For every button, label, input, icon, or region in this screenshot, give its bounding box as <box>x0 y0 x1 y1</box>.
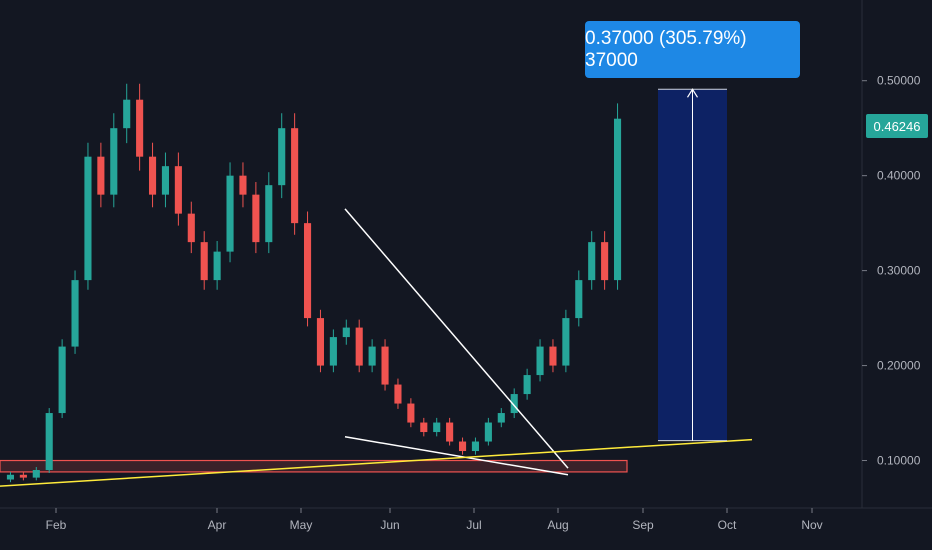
candle-body <box>71 280 79 347</box>
candle-body <box>6 474 15 480</box>
price-axis[interactable]: 0.50000 0.40000 0.30000 0.20000 0.10000 <box>862 74 921 468</box>
x-tick-label: Aug <box>547 518 568 532</box>
candle-body <box>110 128 118 195</box>
candle-body <box>291 128 299 224</box>
candle-body <box>136 99 144 157</box>
candles-layer <box>6 83 622 483</box>
candle-body <box>174 166 182 214</box>
y-tick-label: 0.20000 <box>877 359 921 373</box>
last-price-label: 0.46246 <box>873 118 921 134</box>
y-tick-label: 0.40000 <box>877 169 921 183</box>
candle-body <box>497 413 505 423</box>
time-axis[interactable]: Feb Apr May Jun Jul Aug Sep Oct Nov <box>46 508 823 532</box>
candle-body <box>32 470 40 478</box>
candle-body <box>278 128 286 186</box>
candle-body <box>226 175 234 252</box>
x-tick-label: Oct <box>718 518 737 532</box>
last-price-tag: 0.46246 <box>866 114 928 138</box>
candle-body <box>58 346 66 414</box>
y-tick-label: 0.50000 <box>877 74 921 88</box>
y-tick-label: 0.10000 <box>877 454 921 468</box>
candle-body <box>200 242 208 281</box>
measure-label-box: 0.37000 (305.79%) 37000 <box>585 21 800 78</box>
candle-body <box>433 422 441 433</box>
candle-body <box>381 346 389 385</box>
candle-body <box>342 327 350 338</box>
x-tick-label: Apr <box>208 518 227 532</box>
candle-body <box>316 318 325 366</box>
candle-body <box>536 346 544 376</box>
candle-body <box>368 346 376 366</box>
x-tick-label: May <box>290 518 313 532</box>
candle-body <box>329 337 337 366</box>
candle-body <box>407 403 415 423</box>
candle-body <box>123 99 131 129</box>
candle-body <box>601 242 609 281</box>
candle-body <box>187 213 195 243</box>
measure-label: 0.37000 (305.79%) 37000 <box>585 27 747 71</box>
candle-body <box>97 156 105 195</box>
candle-body <box>355 327 363 366</box>
candle-body <box>213 251 221 281</box>
measure-arrow-head <box>686 88 699 98</box>
trendline-ascending-support <box>0 438 753 487</box>
candle-body <box>575 280 583 319</box>
x-tick-label: Sep <box>632 518 654 532</box>
candle-body <box>252 194 260 243</box>
x-tick-label: Feb <box>46 518 67 532</box>
candle-body <box>458 441 467 452</box>
candle-body <box>420 422 428 433</box>
measure-tool-layer <box>658 88 727 442</box>
x-tick-label: Nov <box>801 518 822 532</box>
candle-body <box>562 318 570 366</box>
candle-body <box>523 375 531 395</box>
y-tick-label: 0.30000 <box>877 264 921 278</box>
candle-body <box>45 413 53 471</box>
x-tick-label: Jul <box>466 518 481 532</box>
candle-body <box>549 346 557 366</box>
candle-body <box>613 118 622 281</box>
candle-body <box>148 156 157 195</box>
candle-body <box>394 384 402 404</box>
candle-body <box>84 156 92 281</box>
candle-body <box>446 422 454 442</box>
candle-body <box>303 223 312 319</box>
trendline-descending-support <box>344 436 569 476</box>
x-tick-label: Jun <box>380 518 399 532</box>
candle-body <box>588 242 596 281</box>
candle-body <box>510 394 518 414</box>
candle-body <box>265 185 273 243</box>
trendlines-layer <box>0 208 753 487</box>
candle-body <box>471 441 480 452</box>
candle-body <box>19 474 27 478</box>
candle-body <box>484 422 492 442</box>
trendline-descending-resistance <box>344 208 569 469</box>
candle-body <box>161 166 170 195</box>
candle-body <box>239 175 247 195</box>
